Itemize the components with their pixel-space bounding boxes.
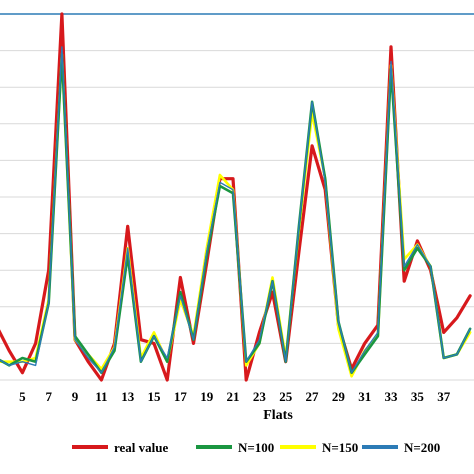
x-tick-label: 23 [253, 389, 267, 404]
legend-label: N=150 [322, 440, 358, 455]
x-tick-label: 11 [95, 389, 107, 404]
x-tick-label: 19 [200, 389, 214, 404]
x-tick-label: 13 [121, 389, 135, 404]
x-tick-label: 31 [358, 389, 371, 404]
legend-label: N=200 [404, 440, 440, 455]
x-tick-labels: 5 7 9 11 13 15 17 19 21 23 25 27 29 31 33 35 37 [19, 389, 451, 404]
series-line-n-200 [0, 46, 471, 374]
x-tick-label: 35 [411, 389, 425, 404]
x-tick-label: 5 [19, 389, 26, 404]
legend: real value N=100 N=150 N=200 [72, 440, 440, 455]
x-tick-label: 9 [72, 389, 79, 404]
x-tick-label: 29 [332, 389, 346, 404]
x-tick-label: 33 [385, 389, 399, 404]
legend-label: real value [114, 440, 169, 455]
x-tick-label: 21 [227, 389, 240, 404]
series-lines [0, 12, 472, 382]
x-tick-label: 17 [174, 389, 188, 404]
gridlines [0, 13, 474, 381]
legend-label: N=100 [238, 440, 274, 455]
x-tick-label: 25 [279, 389, 293, 404]
x-axis-label: Flats [263, 408, 293, 423]
x-tick-label: 7 [45, 389, 52, 404]
x-tick-label: 37 [437, 389, 451, 404]
x-tick-label: 15 [148, 389, 162, 404]
x-tick-label: 27 [306, 389, 320, 404]
